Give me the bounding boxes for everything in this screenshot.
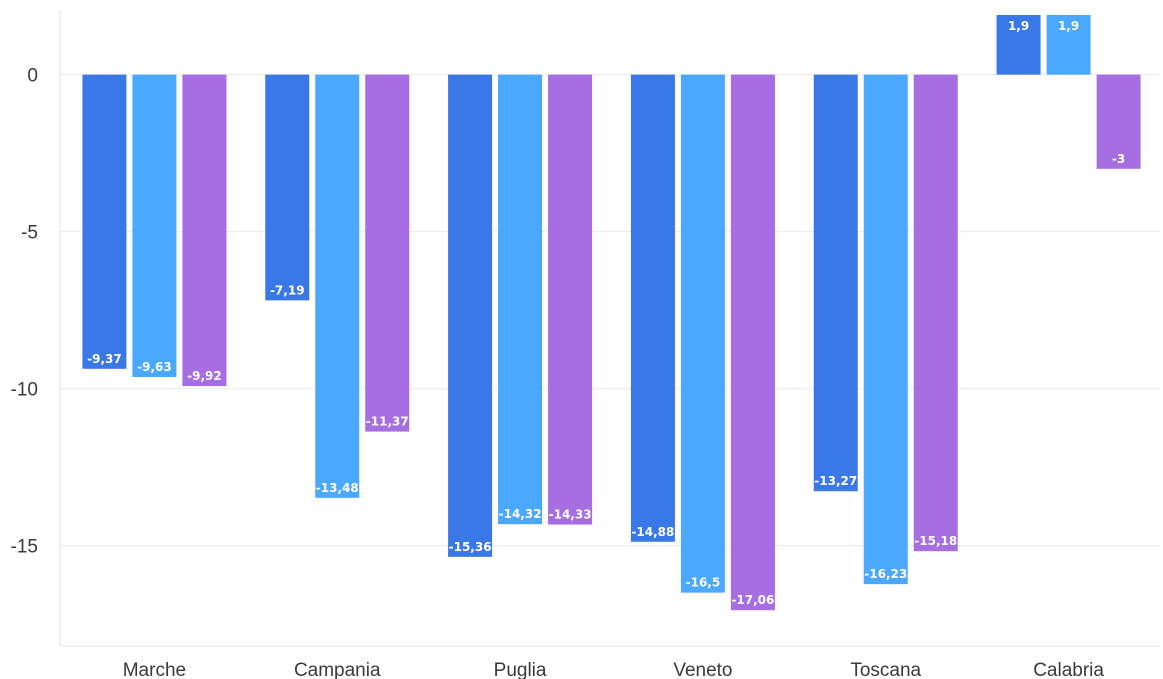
bar-value-label: -14,33	[549, 508, 592, 522]
bar	[1046, 15, 1091, 75]
bar-value-label: -3	[1112, 152, 1125, 166]
data-labels: -9,37 -9,63 -9,92 -7,19 -13,48 -11,37 -15,36 -1…	[87, 19, 1125, 607]
bar	[730, 74, 775, 611]
bar	[265, 74, 310, 301]
bar	[365, 74, 410, 432]
bar-value-label: -9,63	[137, 360, 172, 374]
bar	[498, 74, 543, 525]
bar-value-label: 1,9	[1058, 19, 1079, 33]
bar-value-label: -11,37	[366, 415, 409, 429]
bar	[913, 74, 958, 552]
bars	[82, 15, 1141, 611]
x-category-label: Puglia	[494, 660, 547, 679]
x-category-label: Toscana	[850, 660, 921, 679]
bar-value-label: -16,23	[864, 567, 907, 581]
gridlines	[60, 74, 1160, 547]
bar	[82, 74, 127, 369]
bar-value-label: -17,06	[731, 593, 774, 607]
bar-value-label: -7,19	[270, 283, 305, 297]
x-axis-categories: Marche Campania Puglia Veneto Toscana Calabri…	[123, 660, 1105, 679]
y-tick-label: -10	[11, 380, 38, 401]
bar-value-label: -15,36	[449, 540, 492, 554]
bar-value-label: -14,88	[631, 525, 674, 539]
x-category-label: Veneto	[673, 660, 732, 679]
bar-value-label: -9,37	[87, 352, 122, 366]
bar-value-label: 1,9	[1008, 19, 1029, 33]
bar	[182, 74, 227, 387]
bar-value-label: -13,48	[316, 481, 359, 495]
y-tick-label: 0	[27, 66, 38, 87]
x-category-label: Marche	[123, 660, 186, 679]
bar	[1096, 74, 1141, 169]
bar	[996, 15, 1041, 75]
bar-value-label: -14,32	[499, 507, 542, 521]
x-category-label: Campania	[294, 660, 381, 679]
bar-value-label: -9,92	[187, 369, 222, 383]
bar	[813, 74, 858, 492]
bar	[448, 74, 493, 557]
y-tick-label: -15	[11, 537, 38, 558]
x-category-label: Calabria	[1033, 660, 1104, 679]
bar-value-label: -16,5	[686, 576, 721, 590]
y-axis-ticks: 0 -5 -10 -15	[11, 66, 38, 558]
bar	[680, 74, 725, 593]
bar	[132, 74, 177, 377]
y-tick-label: -5	[21, 223, 38, 244]
bar-value-label: -13,27	[814, 474, 857, 488]
bar	[863, 74, 908, 585]
bar	[315, 74, 360, 498]
bar	[630, 74, 675, 542]
bar	[548, 74, 593, 525]
bar-value-label: -15,18	[914, 534, 957, 548]
